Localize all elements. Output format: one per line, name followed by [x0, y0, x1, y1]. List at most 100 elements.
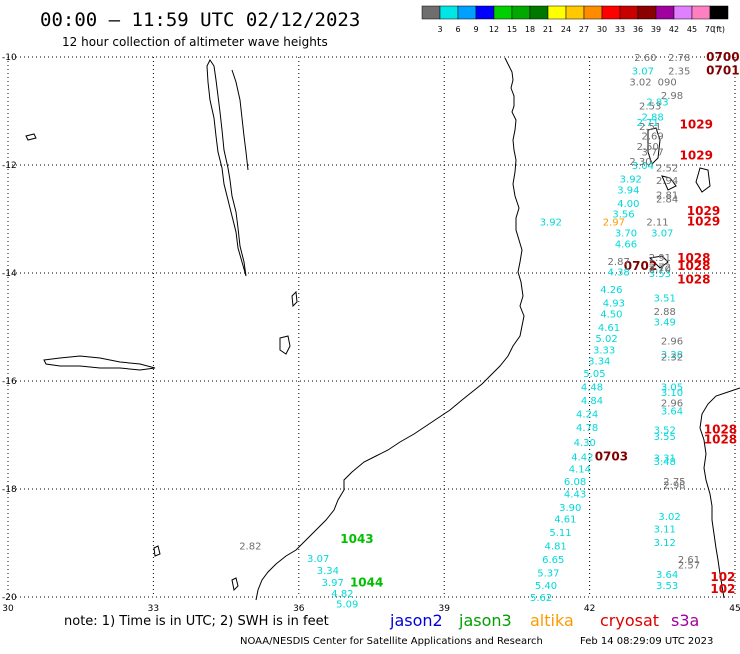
color-scale-tick: 9: [473, 25, 478, 34]
data-label: 4.61: [598, 323, 620, 334]
color-scale-tick: 39: [651, 25, 661, 34]
data-label: 3.92: [540, 218, 562, 229]
data-label: 2.84: [656, 194, 678, 205]
data-label: 3.51: [654, 293, 676, 304]
data-label: 2.60: [634, 53, 656, 64]
inland-feature-2: [291, 290, 298, 308]
data-label: 3.55: [654, 432, 676, 443]
color-scale-tick: 30: [597, 25, 607, 34]
inland-feature-4: [231, 577, 239, 592]
color-swatch: [619, 5, 639, 20]
longitude-tick: 36: [293, 604, 305, 614]
legend-jason2: jason2: [389, 611, 443, 630]
data-label: 1028: [704, 423, 737, 437]
data-label: 3.52: [654, 426, 676, 437]
color-scale-tick: 6: [455, 25, 460, 34]
data-label: 2.83: [646, 97, 668, 108]
inland-feature-1: [279, 335, 291, 355]
data-label: 5.09: [336, 599, 358, 610]
color-swatch: [493, 5, 513, 20]
color-scale-tick: 24: [561, 25, 571, 34]
color-swatch: [601, 5, 621, 20]
data-label: 2.78: [668, 53, 690, 64]
data-label: 2.98: [661, 91, 683, 102]
data-label: 5.02: [595, 334, 617, 345]
color-swatch: [655, 5, 675, 20]
data-label: 4.50: [600, 310, 622, 321]
data-label: 2.32: [661, 353, 683, 364]
data-label: 4.30: [574, 438, 596, 449]
data-label: 2.50: [637, 142, 659, 153]
data-label: 3.53: [656, 581, 678, 592]
mayotte: [695, 167, 711, 193]
data-label: 2.82: [239, 542, 261, 553]
data-label: 1028: [704, 432, 737, 446]
data-label: 3.02: [629, 77, 651, 88]
data-label: 2.96: [661, 399, 683, 410]
lake-cahora-bassa: [43, 355, 156, 371]
data-label: 2.61: [678, 555, 700, 566]
data-label: 4.78: [576, 423, 598, 434]
legend-jason3: jason3: [458, 611, 512, 630]
data-label: 3.94: [617, 185, 639, 196]
color-swatch: [673, 5, 693, 20]
data-label: 3.90: [559, 503, 581, 514]
color-scale-tick: 70: [705, 25, 715, 34]
map-title: 00:00 – 11:59 UTC 02/12/2023: [40, 9, 360, 31]
lake-malawi: [206, 59, 247, 277]
data-label: 5.62: [530, 593, 552, 604]
data-label: 3.49: [654, 318, 676, 329]
data-label: 2.96: [661, 337, 683, 348]
comoros-anjouan: [661, 175, 677, 191]
inland-feature-3: [153, 545, 161, 557]
data-label: 3.64: [661, 407, 683, 418]
color-scale-tick: 12: [489, 25, 499, 34]
data-label: 2.30: [629, 157, 651, 168]
data-label: 3.56: [612, 210, 634, 221]
data-label: 4.14: [569, 464, 591, 475]
color-scale-tick: 3: [437, 25, 442, 34]
mayotte-islet: [648, 255, 669, 269]
data-label: 1043: [340, 532, 373, 546]
data-label: 3.48: [654, 457, 676, 468]
data-label: 2.98: [663, 481, 685, 492]
satellite-legend: jason2 jason3 altika cryosat s3a: [389, 611, 699, 630]
footer-credit: NOAA/NESDIS Center for Satellite Applica…: [240, 636, 543, 647]
data-label: 1029: [680, 148, 713, 162]
data-label: 5.11: [549, 528, 571, 539]
data-label: 2.88: [641, 112, 663, 123]
footer-timestamp: Feb 14 08:29:09 UTC 2023: [580, 636, 713, 647]
data-label: 2.91: [649, 253, 671, 264]
latitude-tick: -14: [2, 269, 17, 279]
data-label: 2.57: [678, 561, 700, 572]
data-label: 1028: [677, 259, 710, 273]
note-text: note: 1) Time is in UTC; 2) SWH is in fe…: [64, 614, 329, 629]
data-label: 2.70: [649, 265, 671, 276]
data-label: 0701: [706, 64, 739, 78]
latitude-tick-labels: -10 -12 -14 -16 -18 -20: [2, 53, 17, 603]
africa-coastline: [255, 57, 525, 601]
color-swatch: [457, 5, 477, 20]
data-label: 4.61: [554, 515, 576, 526]
color-scale-tick: 27: [579, 25, 589, 34]
color-swatch: [637, 5, 657, 20]
data-label: 3.70: [615, 229, 637, 240]
data-label: 2.11: [646, 218, 668, 229]
lake-malawi-east-shore: [231, 69, 249, 171]
data-label: 3.02: [658, 512, 680, 523]
data-label: 2.87: [608, 257, 630, 268]
data-label: 5.40: [535, 581, 557, 592]
data-label: 4.82: [331, 589, 353, 600]
data-label: 4.00: [617, 199, 639, 210]
color-swatch: [421, 5, 441, 20]
data-label: 6.08: [564, 477, 586, 488]
data-label: 1029: [687, 204, 720, 218]
data-label: 3.64: [656, 570, 678, 581]
madagascar-coastline: [699, 387, 740, 599]
data-label: 5.05: [583, 369, 605, 380]
data-label: 5.37: [537, 569, 559, 580]
data-label: 3.04: [632, 161, 654, 172]
data-label: 4.48: [581, 382, 603, 393]
color-swatch: [709, 5, 729, 20]
longitude-tick: 42: [584, 604, 595, 614]
